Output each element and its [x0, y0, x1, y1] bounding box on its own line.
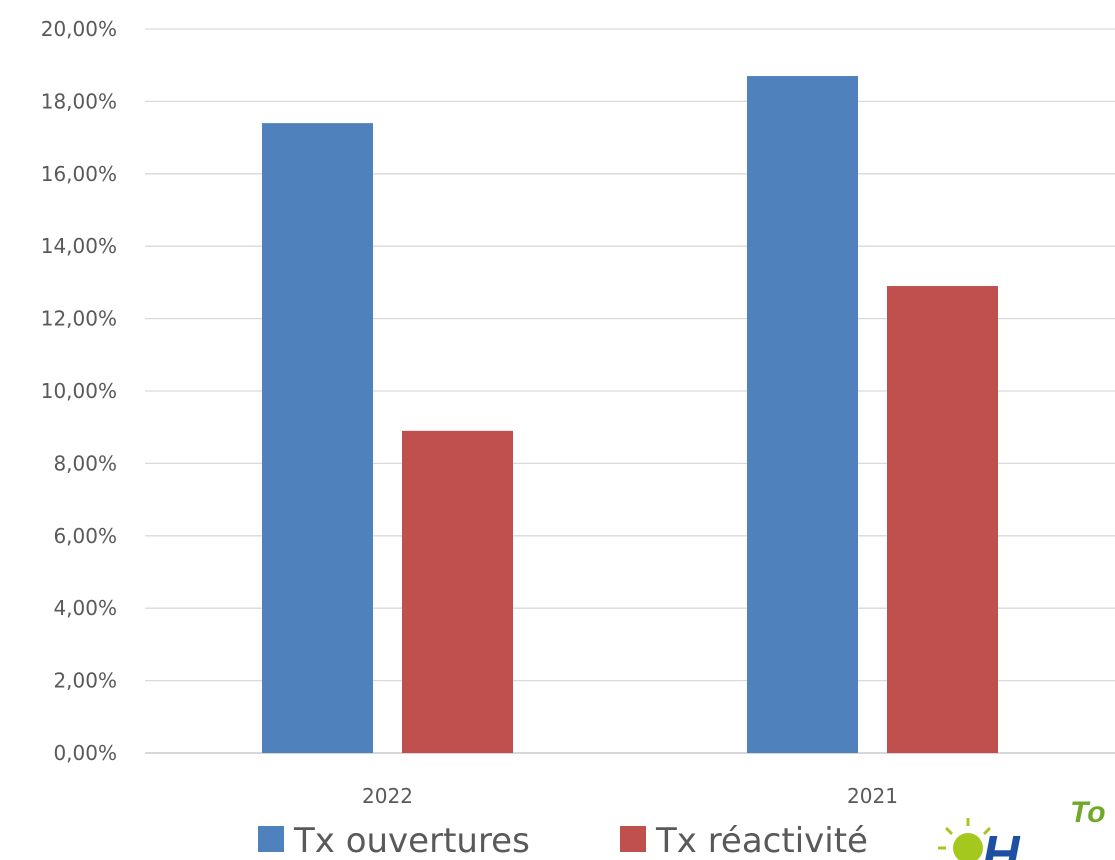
logo: To H [938, 796, 1106, 860]
y-tick-label: 10,00% [41, 379, 117, 403]
y-tick-label: 20,00% [41, 17, 117, 41]
logo-text-top: To [1070, 796, 1106, 829]
y-tick-label: 18,00% [41, 89, 117, 113]
y-tick-label: 12,00% [41, 307, 117, 331]
logo-text-main: H [982, 826, 1021, 860]
legend-swatch [258, 826, 284, 852]
bar-2022-series-0 [262, 123, 373, 754]
y-tick-label: 0,00% [53, 741, 117, 765]
y-tick-label: 4,00% [53, 596, 117, 620]
x-category-label: 2022 [362, 784, 413, 808]
bar-2022-series-1 [402, 430, 513, 753]
y-tick-label: 6,00% [53, 524, 117, 548]
y-tick-label: 2,00% [53, 669, 117, 693]
bar-2021-series-1 [887, 286, 998, 753]
bars [262, 76, 998, 754]
y-tick-label: 16,00% [41, 162, 117, 186]
y-axis-ticks: 0,00% 2,00% 4,00% 6,00% 8,00% 10,00% 12,00% 14,… [41, 17, 117, 765]
sun-logo-icon [938, 818, 992, 860]
bar-2021-series-0 [747, 76, 858, 753]
y-tick-label: 14,00% [41, 234, 117, 258]
legend-swatch [620, 826, 646, 852]
y-tick-label: 8,00% [53, 451, 117, 475]
legend-label: Tx ouvertures [293, 821, 530, 860]
legend-label: Tx réactivité [655, 821, 868, 860]
x-axis-labels: 2022 2021 [362, 784, 898, 808]
x-category-label: 2021 [847, 784, 898, 808]
legend: Tx ouvertures Tx réactivité [258, 821, 868, 860]
